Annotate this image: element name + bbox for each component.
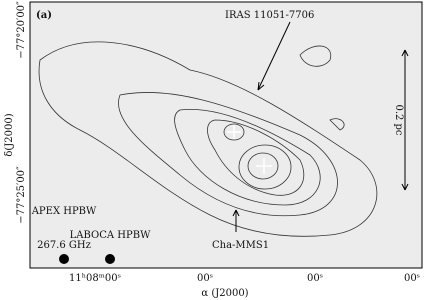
arrows [232, 21, 409, 232]
x-tick-label: 11ʰ08ᵐ00ˢ [69, 273, 121, 284]
annotation: 0.2 pc [393, 104, 404, 135]
annotation: APEX HPBW [31, 206, 97, 217]
plot-frame [29, 1, 423, 269]
y-tick-label: −77°20′00″ [16, 1, 27, 59]
annotation: LABOCA HPBW [70, 230, 151, 241]
y-axis-label: δ(J2000) [4, 113, 15, 156]
laboca-beam [105, 254, 115, 264]
x-tick-label: 00ˢ [404, 273, 420, 284]
x-axis-label: α (J2000) [201, 288, 248, 299]
x-tick-label: 00ˢ [307, 273, 323, 284]
annotation: Cha-MMS1 [212, 240, 269, 251]
source-markers [227, 125, 272, 174]
x-tick-label: 00ˢ [197, 273, 213, 284]
contour-map [38, 41, 378, 237]
annotation: IRAS 11051-7706 [225, 10, 314, 21]
apex-beam [59, 254, 69, 264]
y-tick-label: −77°25′00″ [16, 166, 27, 224]
annotation: 267.6 GHz [37, 240, 91, 251]
panel-label: (a) [36, 10, 52, 21]
